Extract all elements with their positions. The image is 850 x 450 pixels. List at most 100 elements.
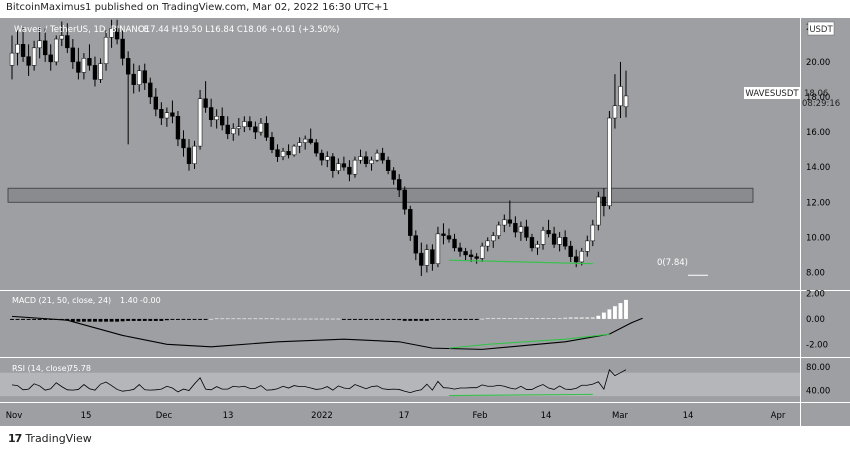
rsi-band (0, 372, 800, 397)
panes (0, 18, 850, 426)
candle-body (302, 138, 308, 143)
macd-hist-bar (109, 318, 114, 322)
candle-body (70, 47, 76, 63)
macd-hist-bar (270, 318, 274, 320)
macd-tick-label: -2.00 (806, 340, 828, 350)
macd-hist-bar (535, 318, 540, 320)
macd-hist-bar (369, 318, 374, 320)
candle-body (253, 126, 258, 133)
macd-hist-bar (502, 318, 507, 320)
candle-body (103, 37, 109, 64)
candle-body (468, 254, 474, 257)
candle-body (269, 137, 275, 150)
macd-line (11, 315, 643, 350)
candle-body (98, 63, 103, 80)
macd-hist-bar (557, 318, 562, 320)
candle-body (236, 126, 241, 129)
candle-body (341, 163, 347, 168)
macd-value-1: 1.40 (120, 296, 138, 305)
macd-hist-bar (247, 318, 252, 320)
candle-body (208, 107, 214, 121)
macd-hist-bar (408, 318, 413, 321)
candle-body (585, 240, 590, 252)
candle-body (181, 138, 186, 149)
support-zone (7, 187, 754, 203)
macd-hist-bar (142, 318, 147, 321)
macd-hist-bar (341, 318, 346, 320)
main-legend-ohlc: O17.44 H19.50 L16.84 C18.06 +0.61 (+3.50… (138, 25, 339, 35)
x-axis-label: Mar (612, 411, 629, 421)
price-tick-label: 16.00 (806, 128, 830, 138)
macd-hist-bar (430, 318, 435, 321)
symbol-price-badge (744, 87, 800, 99)
macd-hist-bar (98, 318, 103, 322)
price-tick-label: 10.00 (806, 233, 830, 243)
macd-hist-bar (364, 318, 368, 320)
candle-body (507, 219, 513, 224)
macd-hist-bar (81, 318, 86, 322)
macd-hist-bar (568, 317, 573, 319)
candle-body (31, 47, 37, 66)
macd-value-2: -0.00 (140, 296, 161, 305)
macd-hist-bar (264, 318, 269, 320)
macd-tick-label: 2.00 (806, 290, 825, 300)
macd-hist-bar (480, 318, 485, 320)
candle-body (385, 159, 391, 171)
x-axis-label: Nov (6, 411, 23, 421)
macd-hist-bar (170, 318, 175, 320)
candle-body (590, 224, 595, 242)
x-axis-label: 13 (223, 411, 234, 421)
currency-label: USDT (809, 25, 833, 35)
footer-brand[interactable]: 17 TradingView (8, 432, 92, 445)
candle-body (529, 237, 535, 249)
candle-body (81, 58, 87, 73)
macd-hist-bar (286, 318, 291, 320)
macd-hist-bar (474, 318, 479, 320)
macd-support-line (448, 333, 610, 349)
currency-badge[interactable] (807, 21, 835, 36)
macd-hist-bar (192, 318, 197, 320)
macd-hist-bar (242, 318, 247, 320)
bar-countdown: 08:29:16 (802, 99, 840, 109)
macd-hist-bar (187, 318, 191, 320)
candle-body (120, 38, 125, 59)
macd-hist-bar (336, 318, 341, 320)
published-byline: BitcoinMaximus1 published on TradingView… (6, 2, 389, 13)
macd-hist-bar (297, 318, 302, 320)
candle-body (513, 223, 518, 233)
macd-hist-bar (413, 318, 418, 321)
macd-hist-bar (231, 318, 236, 320)
macd-hist-bar (590, 317, 595, 319)
price-support-line (448, 259, 593, 265)
candle-body (15, 44, 20, 54)
candle-body (197, 98, 203, 147)
candle-body (131, 73, 136, 85)
macd-hist-bar (131, 318, 136, 321)
chart-canvas[interactable]: 8.0010.0012.0014.0016.0018.0020.0022.002… (0, 18, 850, 426)
candle-body (220, 116, 225, 126)
candle-body (551, 233, 557, 245)
chart-area[interactable]: 8.0010.0012.0014.0016.0018.0020.0022.002… (0, 18, 850, 426)
candle-body (159, 109, 164, 119)
candle-body (535, 244, 540, 249)
price-tick-label: 20.00 (806, 58, 830, 68)
symbol-price-label: WAVESUSDT (745, 89, 799, 99)
macd-hist-bar (258, 318, 263, 320)
x-axis-label: 2022 (311, 411, 333, 421)
candle-body (612, 105, 618, 119)
macd-hist-bar (115, 318, 120, 322)
candle-body (164, 112, 170, 119)
macd-hist-bar (21, 318, 25, 320)
candle-body (430, 249, 435, 264)
candle-body (9, 52, 15, 66)
candle-body (125, 58, 131, 75)
macd-hist-bar (596, 315, 601, 319)
macd-hist-bar (452, 318, 457, 320)
candle-body (623, 95, 629, 108)
macd-hist-bar (424, 318, 429, 321)
macd-hist-bar (518, 318, 523, 320)
rsi-support-line (448, 393, 593, 397)
macd-hist-bar (397, 318, 402, 321)
macd-hist-bar (613, 306, 617, 319)
candle-body (596, 196, 601, 226)
